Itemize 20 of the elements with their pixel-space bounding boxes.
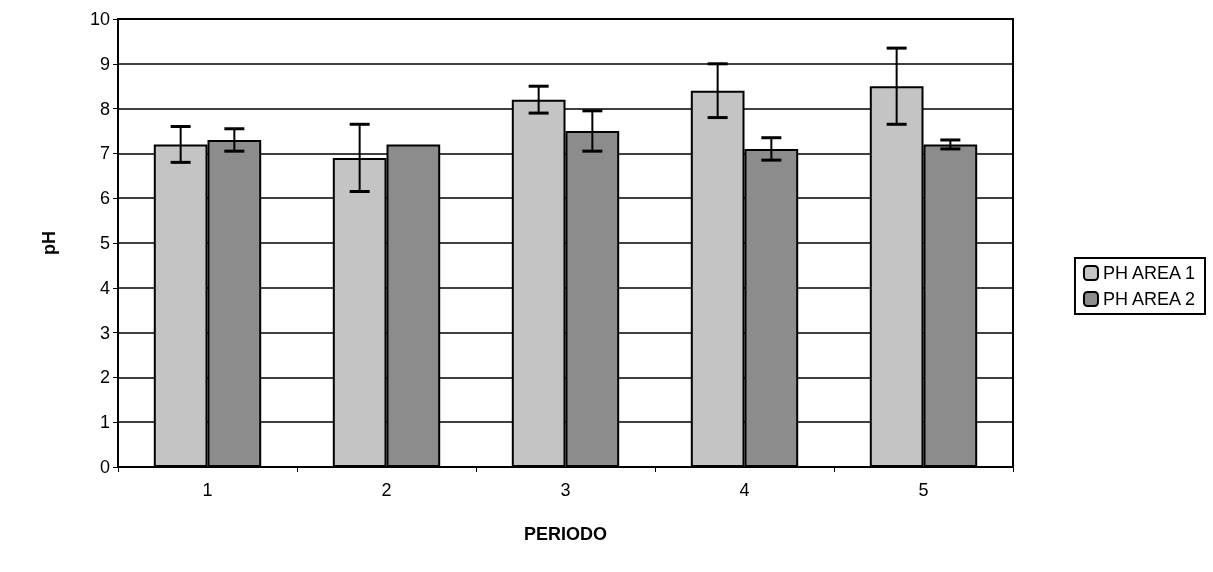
legend-label: PH AREA 1 [1102, 263, 1196, 283]
x-tick-label: 2 [381, 480, 392, 500]
y-tick-label: 3 [99, 322, 110, 343]
y-tick-label: 5 [99, 233, 110, 253]
y-tick-label: 7 [99, 143, 110, 164]
x-axis-title: PERIODO [523, 524, 608, 544]
y-tick-label: 1 [99, 412, 110, 433]
y-tick-label: 0 [99, 457, 110, 477]
y-tick-label: 10 [89, 9, 110, 29]
y-axis-title: pH [39, 231, 59, 255]
y-tick-label: 2 [99, 367, 110, 388]
x-tick-label: 1 [202, 480, 213, 500]
x-tick-label: 4 [739, 480, 750, 500]
y-tick-label: 8 [99, 98, 110, 119]
y-tick-label: 4 [99, 277, 110, 298]
x-tick-label: 5 [918, 480, 929, 500]
y-tick-label: 9 [99, 53, 110, 74]
y-tick-label: 6 [99, 188, 110, 209]
x-tick-label: 3 [560, 480, 571, 500]
legend-label: PH AREA 2 [1102, 289, 1196, 309]
